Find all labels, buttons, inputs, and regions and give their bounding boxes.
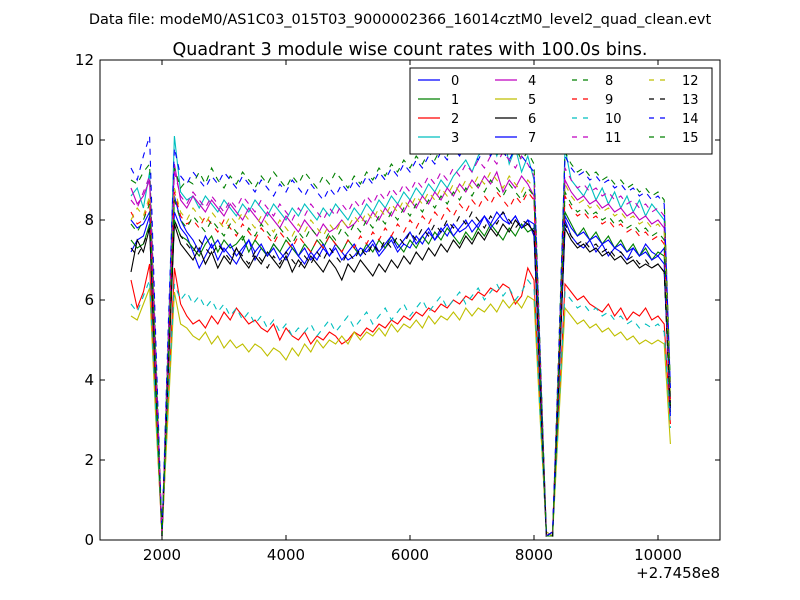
series-line-13 xyxy=(130,210,671,537)
y-tick-label: 6 xyxy=(84,291,94,309)
legend-label-12: 12 xyxy=(682,74,699,89)
series-layer xyxy=(130,131,671,537)
x-tick-label: 6000 xyxy=(391,546,429,564)
y-tick-label: 8 xyxy=(84,211,94,229)
legend-label-14: 14 xyxy=(682,112,699,127)
series-line-1 xyxy=(130,209,671,537)
legend-label-3: 3 xyxy=(451,131,459,146)
x-tick-label: 4000 xyxy=(267,546,305,564)
legend-label-5: 5 xyxy=(528,93,536,108)
legend-label-8: 8 xyxy=(605,74,613,89)
figure-suptitle: Data file: modeM0/AS1C03_015T03_90000023… xyxy=(89,12,712,28)
legend-label-1: 1 xyxy=(451,93,459,108)
series-line-7 xyxy=(130,195,671,537)
legend-label-4: 4 xyxy=(528,74,536,89)
y-tick-label: 2 xyxy=(84,451,94,469)
series-line-12 xyxy=(130,170,671,537)
series-line-14 xyxy=(130,135,671,537)
chart-title: Quadrant 3 module wise count rates with … xyxy=(173,40,648,60)
series-line-2 xyxy=(130,263,671,537)
series-line-10 xyxy=(130,278,671,537)
legend-label-15: 15 xyxy=(682,131,699,146)
series-line-6 xyxy=(130,218,671,537)
legend-label-13: 13 xyxy=(682,93,699,108)
series-line-5 xyxy=(130,287,671,537)
legend-label-2: 2 xyxy=(451,112,459,127)
legend-label-10: 10 xyxy=(605,112,622,127)
legend-label-7: 7 xyxy=(528,131,536,146)
legend-label-6: 6 xyxy=(528,112,536,127)
y-tick-label: 0 xyxy=(84,531,94,549)
legend-label-11: 11 xyxy=(605,131,622,146)
series-line-8 xyxy=(130,138,671,537)
series-line-3 xyxy=(130,131,671,537)
y-tick-label: 4 xyxy=(84,371,94,389)
series-line-11 xyxy=(130,150,671,537)
series-line-0 xyxy=(130,210,671,537)
legend-label-0: 0 xyxy=(451,74,459,89)
x-offset-label: +2.7458e8 xyxy=(636,564,720,582)
legend-label-9: 9 xyxy=(605,93,613,108)
x-tick-label: 8000 xyxy=(515,546,553,564)
series-line-15 xyxy=(130,178,671,537)
x-tick-label: 2000 xyxy=(143,546,181,564)
x-tick-label: 10000 xyxy=(634,546,682,564)
y-tick-label: 12 xyxy=(75,51,94,69)
legend-box xyxy=(409,67,713,155)
y-tick-label: 10 xyxy=(75,131,94,149)
series-line-4 xyxy=(130,163,671,537)
